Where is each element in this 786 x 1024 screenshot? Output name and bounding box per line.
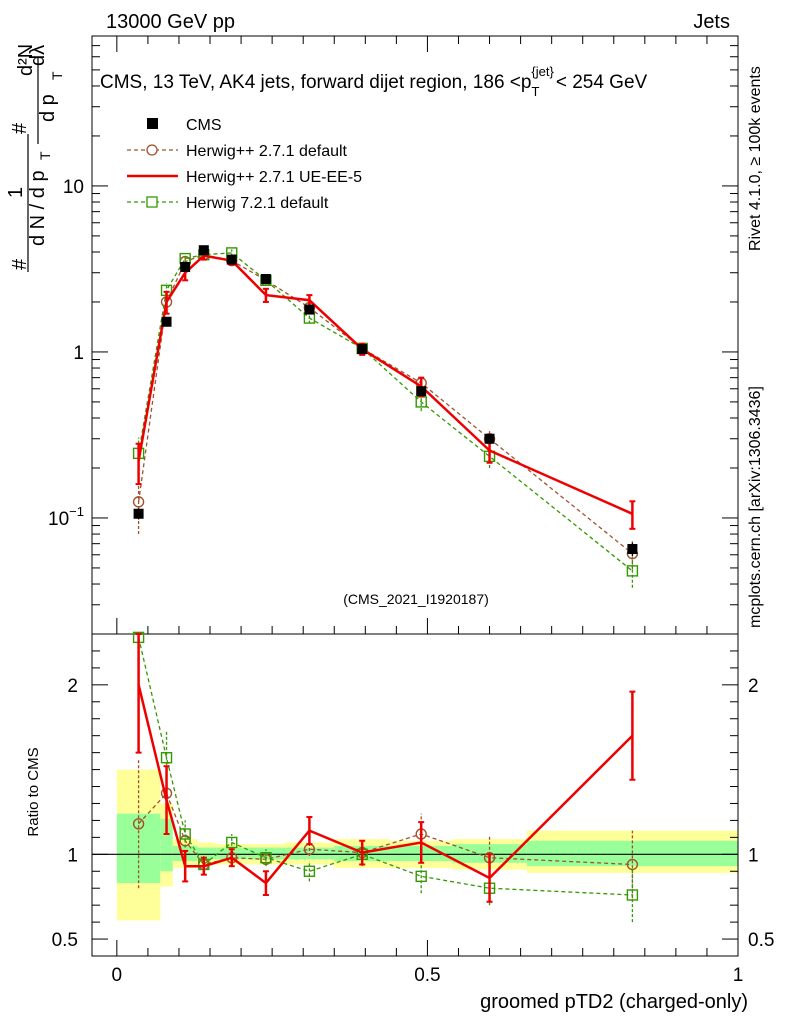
ylabel-hash-1: # — [9, 258, 31, 270]
legend-marker-herwig7-default — [146, 196, 158, 208]
ratio-series — [132, 631, 639, 923]
main-panel: 10−1 1 10 (CMS_2021_I1920187) — [48, 35, 739, 635]
ylabel-dlambda: dλ — [27, 45, 49, 66]
ratio-series-herwig-2-7-1-ue-ee-5 — [135, 633, 636, 903]
ratio-point-herwig-2-7-1-default — [626, 858, 639, 871]
ratio-y-axis-label: Ratio to CMS — [25, 747, 42, 836]
legend-marker-cms — [147, 118, 158, 129]
ratio-series-herwig-7-2-1-default — [132, 631, 639, 923]
ratio-point-herwig-7-2-1-default — [160, 752, 173, 764]
legend: CMS Herwig++ 2.7.1 default Herwig++ 2.7.… — [127, 117, 362, 212]
ratio-point-herwig-7-2-1-default — [303, 865, 316, 877]
ratio-series-herwig-2-7-1-default — [132, 759, 639, 899]
ratio-point-herwig-7-2-1-default — [226, 836, 238, 849]
title-sub: T — [531, 84, 539, 99]
ratio-ytick-label-right: 0.5 — [748, 930, 774, 951]
main-point-herwig-2-7-1-default — [132, 496, 145, 508]
main-y-axis-label: # 1 d N / d p T # d²N d p T dλ — [5, 44, 65, 272]
main-point-cms — [357, 344, 368, 355]
main-point-cms — [416, 386, 427, 397]
title-tail: < 254 GeV — [556, 72, 648, 93]
ratio-xtick-label: 0 — [112, 965, 123, 986]
main-line-herwig-2-7-1-ue-ee-5 — [137, 254, 633, 515]
main-series-cms — [133, 245, 638, 557]
main-series-herwig-7-2-1-default — [132, 247, 639, 588]
ratio-point-herwig-7-2-1-default — [626, 889, 639, 901]
main-ticks: 10−1 1 10 — [48, 35, 739, 635]
rivet-version-label: Rivet 4.1.0, ≥ 100k events — [747, 66, 764, 251]
main-point-cms — [627, 544, 638, 555]
ratio-point-herwig-2-7-1-default — [303, 843, 316, 855]
ylabel-one: 1 — [5, 187, 27, 198]
ratio-band-inner — [197, 847, 217, 860]
main-point-cms — [484, 433, 495, 444]
main-series — [132, 245, 639, 588]
ratio-xtick-label: 1 — [733, 965, 744, 986]
process-label: Jets — [693, 11, 730, 33]
main-ytick-label: 1 — [73, 343, 84, 364]
main-point-cms — [226, 254, 237, 265]
legend-label-cms: CMS — [186, 117, 222, 134]
chart-title: CMS, 13 TeV, AK4 jets, forward dijet reg… — [100, 64, 648, 99]
ratio-ytick-label: 1 — [67, 845, 78, 866]
legend-label-herwigpp-ueee5: Herwig++ 2.7.1 UE-EE-5 — [186, 169, 362, 186]
ratio-point-herwig-7-2-1-default — [179, 828, 191, 840]
title-main: CMS, 13 TeV, AK4 jets, forward dijet reg… — [100, 72, 531, 93]
main-ytick-label: 10 — [63, 177, 84, 198]
main-series-herwig-2-7-1-ue-ee-5 — [135, 250, 636, 530]
ratio-band-inner — [160, 818, 173, 872]
analysis-id: (CMS_2021_I1920187) — [343, 591, 489, 607]
title-sup: {jet} — [531, 64, 554, 79]
main-ytick-label: 10−1 — [48, 504, 84, 530]
ylabel-sub-1: T — [37, 151, 53, 160]
ratio-line-herwig-7-2-1-default — [137, 637, 633, 896]
ylabel-dn: d N / d p — [27, 170, 49, 246]
ratio-ytick-label: 2 — [67, 676, 78, 697]
main-point-cms — [133, 508, 144, 519]
main-point-cms — [304, 304, 315, 315]
main-point-cms — [260, 274, 271, 285]
main-series-herwig-2-7-1-default — [132, 249, 639, 570]
ylabel-d2n: d²N — [15, 44, 37, 76]
ylabel-sub-2: T — [49, 71, 65, 80]
ylabel-dp: d p — [37, 94, 59, 122]
ratio-point-herwig-7-2-1-default — [415, 870, 427, 883]
main-line-herwig-7-2-1-default — [137, 252, 633, 572]
legend-marker-herwigpp-default — [146, 144, 158, 156]
ratio-ticks: 0 0.5 10.5 0.51 12 2 — [52, 650, 774, 986]
ratio-point-herwig-2-7-1-default — [132, 818, 145, 830]
ratio-xtick-label: 0.5 — [414, 965, 440, 986]
legend-label-herwig7-default: Herwig 7.2.1 default — [186, 195, 329, 212]
main-point-cms — [180, 261, 191, 272]
ratio-frame — [91, 633, 739, 957]
beam-label: 13000 GeV pp — [106, 11, 235, 33]
mcplots-label: mcplots.cern.ch [arXiv:1306.3436] — [747, 386, 764, 628]
main-point-cms — [198, 245, 209, 256]
ratio-ytick-label-right: 1 — [748, 845, 759, 866]
main-line-herwig-2-7-1-default — [137, 254, 633, 555]
ratio-ytick-label: 0.5 — [52, 930, 78, 951]
main-point-herwig-7-2-1-default — [626, 565, 639, 577]
legend-label-herwigpp-default: Herwig++ 2.7.1 default — [186, 143, 348, 160]
ratio-point-herwig-7-2-1-default — [260, 852, 272, 864]
ratio-panel: 0 0.5 10.5 0.51 12 2 — [52, 631, 774, 986]
x-axis-label: groomed pTD2 (charged-only) — [480, 991, 748, 1013]
ylabel-hash-2: # — [9, 122, 31, 134]
ratio-ytick-label-right: 2 — [748, 676, 759, 697]
main-point-cms — [161, 316, 172, 327]
